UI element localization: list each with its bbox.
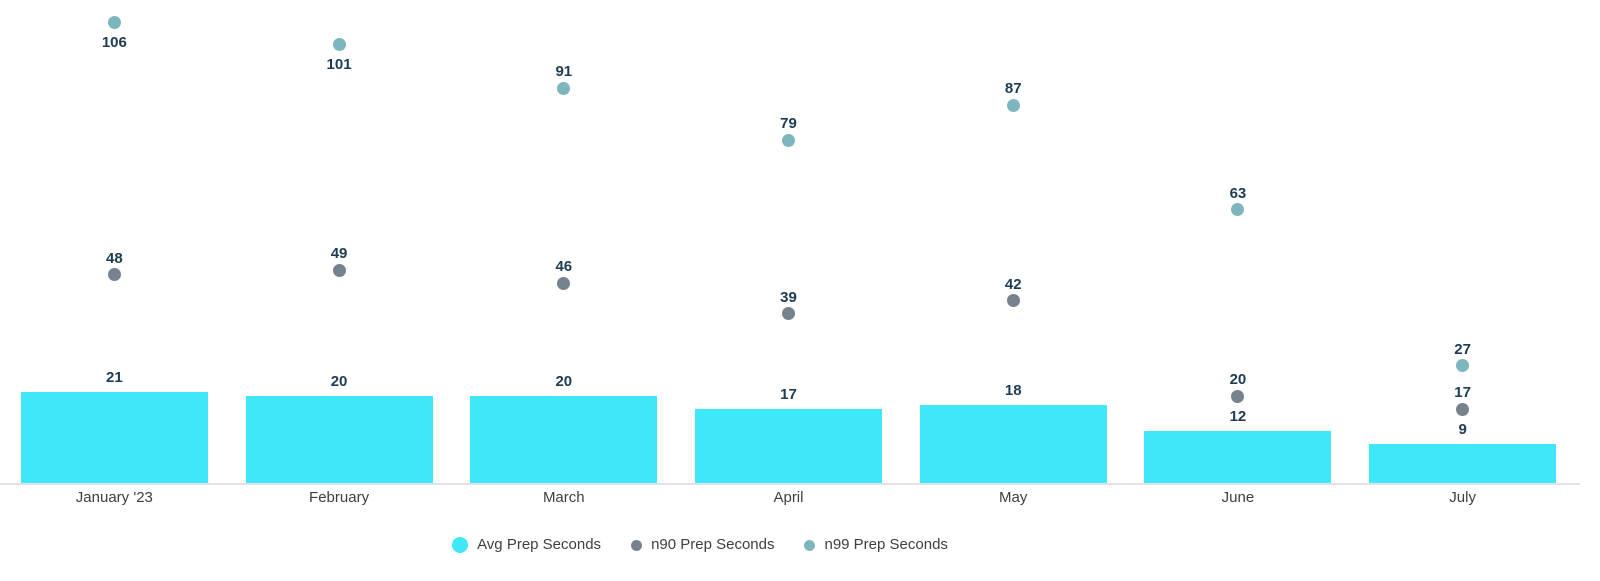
chart-legend: Avg Prep Seconds n90 Prep Seconds n99 Prep… bbox=[0, 533, 1400, 557]
point-n99-prep-seconds[interactable] bbox=[557, 81, 571, 95]
value-label: 39 bbox=[780, 288, 797, 306]
bar-avg-prep-seconds[interactable] bbox=[1369, 443, 1557, 483]
bar-avg-prep-seconds[interactable] bbox=[20, 391, 208, 483]
x-axis-line bbox=[0, 483, 1580, 485]
legend-swatch-icon bbox=[804, 539, 816, 551]
value-label: 20 bbox=[555, 373, 573, 391]
value-label: 20 bbox=[1229, 371, 1247, 389]
x-axis-label: February bbox=[309, 489, 370, 506]
point-n99-prep-seconds[interactable] bbox=[332, 38, 346, 52]
value-label: 21 bbox=[106, 368, 123, 386]
point-n99-prep-seconds[interactable] bbox=[781, 133, 795, 147]
x-axis-label: May bbox=[999, 489, 1028, 506]
point-n90-prep-seconds[interactable] bbox=[557, 276, 571, 290]
value-label: 20 bbox=[330, 373, 348, 391]
value-label: 27 bbox=[1454, 340, 1471, 358]
x-axis-label: July bbox=[1449, 489, 1476, 506]
point-n90-prep-seconds[interactable] bbox=[1231, 389, 1245, 403]
value-label: 42 bbox=[1004, 275, 1022, 293]
value-label: 49 bbox=[330, 245, 348, 263]
x-axis-label: January '23 bbox=[75, 489, 153, 506]
value-label: 9 bbox=[1458, 420, 1467, 438]
bar-avg-prep-seconds[interactable] bbox=[245, 396, 433, 483]
point-n90-prep-seconds[interactable] bbox=[107, 268, 121, 282]
value-label: 101 bbox=[326, 55, 352, 73]
value-label: 48 bbox=[106, 249, 123, 267]
legend-label: Avg Prep Seconds bbox=[477, 536, 602, 553]
legend-item-n90-prep-seconds: n90 Prep Seconds bbox=[631, 533, 774, 557]
x-axis-labels: January '23 February March April May June July bbox=[0, 487, 1600, 509]
x-axis-label: April bbox=[773, 489, 804, 506]
value-label: 87 bbox=[1004, 80, 1022, 98]
point-n99-prep-seconds[interactable] bbox=[1231, 203, 1245, 217]
legend-swatch-icon bbox=[631, 539, 643, 551]
value-label: 12 bbox=[1229, 407, 1247, 425]
x-axis-label: June bbox=[1221, 489, 1255, 506]
x-axis-label: March bbox=[542, 489, 585, 506]
point-n90-prep-seconds[interactable] bbox=[332, 263, 346, 277]
value-label: 17 bbox=[780, 386, 797, 404]
point-n90-prep-seconds[interactable] bbox=[781, 307, 795, 321]
bar-avg-prep-seconds[interactable] bbox=[694, 409, 882, 483]
point-n99-prep-seconds[interactable] bbox=[107, 16, 121, 30]
bar-avg-prep-seconds[interactable] bbox=[1144, 430, 1332, 483]
bar-avg-prep-seconds[interactable] bbox=[919, 404, 1107, 483]
point-n99-prep-seconds[interactable] bbox=[1456, 359, 1470, 373]
value-label: 63 bbox=[1229, 184, 1247, 202]
point-n90-prep-seconds[interactable] bbox=[1006, 294, 1020, 308]
legend-item-n99-prep-seconds: n99 Prep Seconds bbox=[804, 533, 948, 557]
value-label: 79 bbox=[780, 115, 797, 133]
point-n99-prep-seconds[interactable] bbox=[1006, 98, 1020, 112]
plot-area: 21 48 106 20 49 101 20 46 91 17 39 79 18 42 87 12 20 63 9 1… bbox=[20, 16, 1557, 483]
value-label: 18 bbox=[1004, 381, 1022, 399]
value-label: 46 bbox=[555, 258, 573, 276]
value-label: 106 bbox=[101, 33, 127, 51]
value-label: 91 bbox=[555, 63, 573, 81]
legend-swatch-icon bbox=[452, 537, 469, 553]
bar-avg-prep-seconds[interactable] bbox=[470, 396, 658, 483]
legend-item-avg-prep-seconds: Avg Prep Seconds bbox=[452, 533, 601, 557]
legend-label: n99 Prep Seconds bbox=[824, 536, 948, 553]
legend-label: n90 Prep Seconds bbox=[651, 536, 775, 553]
point-n90-prep-seconds[interactable] bbox=[1456, 402, 1470, 416]
value-label: 17 bbox=[1454, 384, 1471, 402]
